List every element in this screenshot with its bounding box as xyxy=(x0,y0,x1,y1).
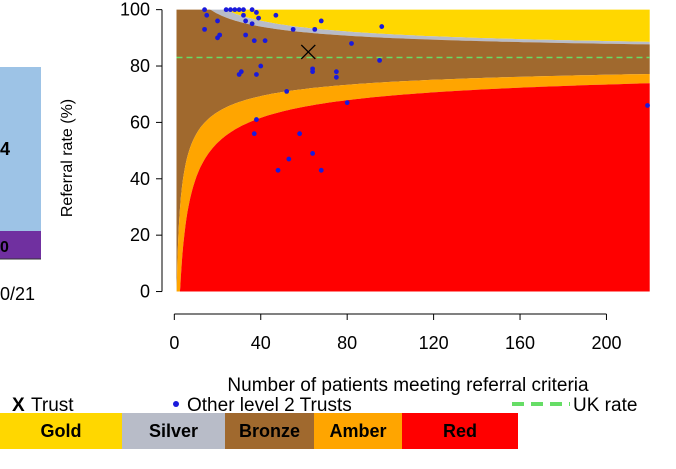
adjacent-bar-upper xyxy=(0,67,41,231)
legend: X Trust Other level 2 Trusts UK rate xyxy=(12,395,637,416)
legend-uk-label: UK rate xyxy=(573,395,637,416)
adjacent-bar-value-label: 4 xyxy=(0,139,10,159)
other-trust-point xyxy=(254,10,259,15)
other-trust-point xyxy=(202,26,207,32)
band-bronze xyxy=(176,9,650,292)
other-trust-point xyxy=(241,12,246,18)
trust-marker xyxy=(300,44,316,60)
other-trust-point xyxy=(223,7,229,13)
other-trust-point xyxy=(645,103,650,108)
legend-other-dot xyxy=(173,401,179,407)
other-trust-point xyxy=(243,32,249,38)
other-trust-point xyxy=(275,167,281,173)
other-trust-point xyxy=(318,167,324,173)
y-tick-label: 60 xyxy=(130,112,150,132)
band-legend-gold: Gold xyxy=(0,413,122,449)
y-tick-label: 80 xyxy=(130,56,150,76)
other-trust-point xyxy=(290,26,296,32)
band-silver xyxy=(176,9,650,45)
performance-bands xyxy=(176,9,650,292)
other-trust-point xyxy=(273,12,279,18)
band-legend-bronze: Bronze xyxy=(225,413,314,449)
other-trust-point xyxy=(238,69,244,75)
funnel-plot: 0 20 40 60 80 100 0 40 80 120 160 200 Referral rate… xyxy=(59,0,650,396)
other-trust-point xyxy=(310,151,316,156)
other-trust-point xyxy=(256,15,261,21)
other-trust-point xyxy=(232,7,238,13)
other-trust-point xyxy=(228,7,233,13)
other-trust-point xyxy=(286,156,292,162)
legend-trust-x: X xyxy=(12,395,25,416)
x-tick-label: 160 xyxy=(505,333,535,353)
y-tick-label: 20 xyxy=(130,225,150,245)
other-trust-point xyxy=(310,66,316,72)
adjacent-date-label: 0/21 xyxy=(0,284,35,304)
band-legend-amber: Amber xyxy=(314,413,402,449)
adjacent-bar-lower xyxy=(0,231,41,259)
legend-trust-label: Trust xyxy=(31,395,74,416)
x-tick-label: 200 xyxy=(591,333,621,353)
other-trust-point xyxy=(215,35,220,41)
band-gold xyxy=(176,9,650,42)
band-red xyxy=(176,83,650,292)
other-trust-point xyxy=(204,12,210,18)
other-trust-point xyxy=(333,69,339,75)
other-trust-point xyxy=(251,38,257,44)
other-trust-point xyxy=(318,18,324,24)
other-trust-point xyxy=(254,117,259,122)
axes: 0 20 40 60 80 100 0 40 80 120 160 200 xyxy=(120,0,622,353)
other-trust-point xyxy=(249,7,255,13)
other-trust-point xyxy=(251,131,257,137)
x-tick-label: 0 xyxy=(169,333,179,353)
other-trust-point xyxy=(344,100,350,106)
other-trust-point xyxy=(379,24,385,29)
adjacent-chart-fragment: 4 0 0/21 xyxy=(0,67,41,304)
band-legend-red: Red xyxy=(402,413,518,449)
y-axis-label: Referral rate (%) xyxy=(59,99,76,217)
other-trust-point xyxy=(312,26,318,32)
other-trust-point xyxy=(377,57,382,63)
trust-marker-stroke xyxy=(300,44,316,60)
other-trust-point xyxy=(215,18,220,24)
y-tick-label: 40 xyxy=(130,169,150,189)
other-trust-point xyxy=(254,72,259,77)
other-trust-point xyxy=(258,63,264,69)
other-trust-point xyxy=(236,7,242,13)
x-tick-label: 40 xyxy=(251,333,271,353)
other-trust-point xyxy=(202,7,207,13)
other-trust-point xyxy=(243,18,249,24)
x-axis-label: Number of patients meeting referral crit… xyxy=(227,375,589,396)
other-trust-point xyxy=(262,38,268,44)
y-tick-label: 0 xyxy=(140,282,150,302)
y-tick-label: 100 xyxy=(120,0,150,20)
other-trust-point xyxy=(249,21,255,27)
x-tick-label: 120 xyxy=(419,333,449,353)
x-tick-label: 80 xyxy=(337,333,357,353)
legend-other-label: Other level 2 Trusts xyxy=(187,395,352,416)
other-trust-point xyxy=(241,7,246,13)
adjacent-bar-lower-label: 0 xyxy=(0,239,9,256)
other-trust-point xyxy=(297,131,303,137)
band-legend: Gold Silver Bronze Amber Red xyxy=(0,413,518,449)
other-trust-point xyxy=(333,74,339,80)
other-trust-point xyxy=(349,41,354,46)
other-trust-point xyxy=(284,88,290,94)
band-legend-silver: Silver xyxy=(122,413,225,449)
other-trusts-points xyxy=(202,7,650,173)
